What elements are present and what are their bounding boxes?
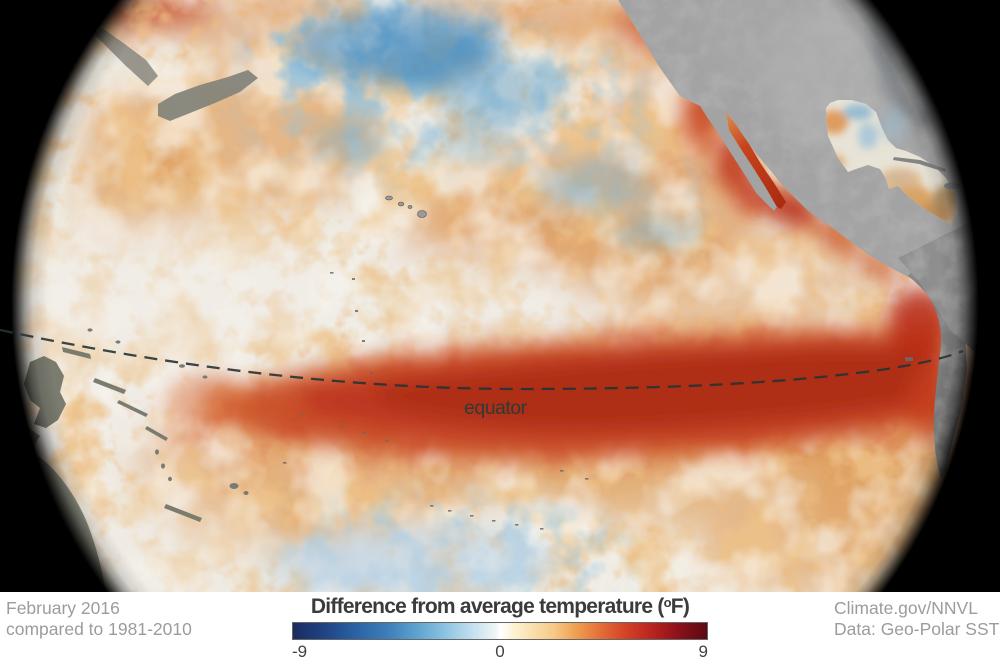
svg-text:equator: equator: [464, 397, 528, 419]
